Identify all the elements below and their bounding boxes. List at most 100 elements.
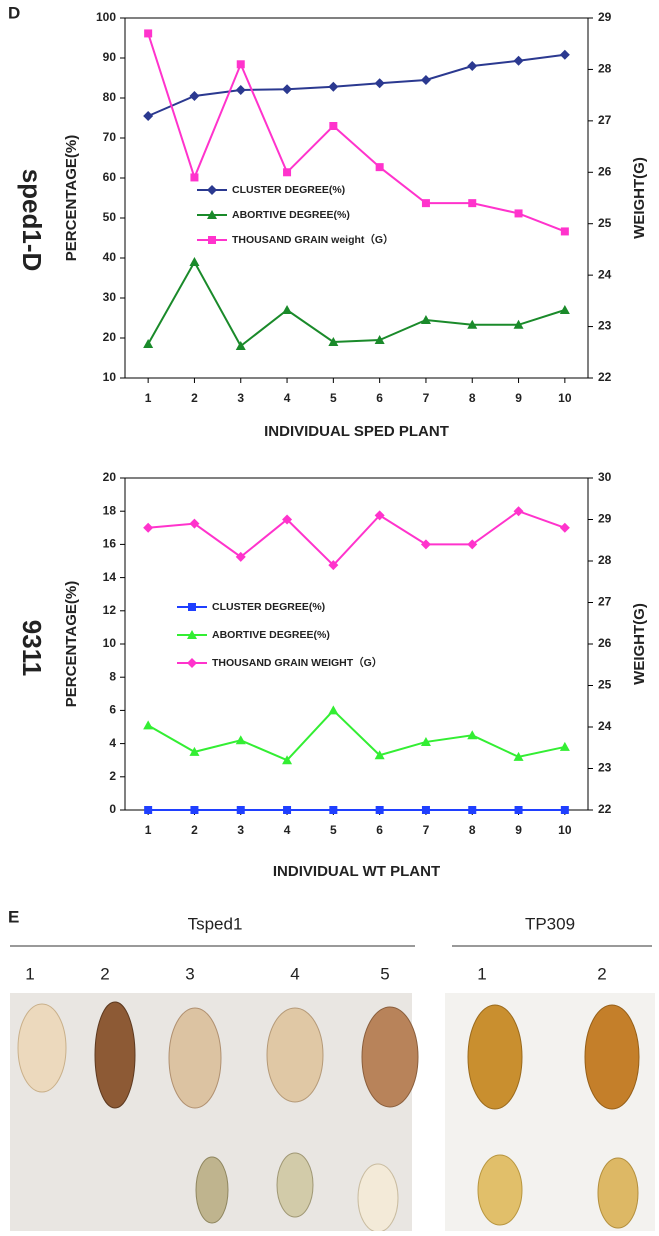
data-point: [559, 522, 570, 533]
item-label: 1: [25, 964, 34, 983]
y-tick-label: 12: [103, 603, 117, 617]
item-label: 3: [185, 964, 194, 983]
item-label: 5: [380, 964, 389, 983]
legend-marker: [208, 236, 216, 244]
legend-label: CLUSTER DEGREE(%): [212, 601, 325, 613]
plot-frame: [124, 17, 589, 379]
y-tick-label: 0: [109, 802, 116, 816]
data-point: [329, 122, 338, 130]
data-point: [513, 751, 524, 761]
data-point: [328, 560, 339, 571]
series-line: [147, 259, 566, 348]
data-point: [143, 522, 154, 533]
data-point: [144, 806, 153, 814]
data-point: [467, 539, 478, 550]
data-point: [513, 55, 524, 66]
y2-tick-label: 22: [598, 802, 612, 816]
data-point: [282, 305, 293, 314]
data-point: [559, 741, 570, 751]
panel-label: E: [8, 907, 19, 926]
y-tick-label: 20: [103, 470, 117, 484]
y2-tick-label: 28: [598, 553, 612, 567]
y-tick-label: 80: [103, 90, 117, 104]
x-tick-label: 8: [469, 391, 476, 405]
legend-label: ABORTIVE DEGREE(%): [212, 629, 330, 641]
data-point: [513, 319, 524, 329]
y2-tick-label: 25: [598, 216, 612, 230]
y-tick-label: 50: [103, 210, 117, 224]
side-label: sped1-D: [17, 169, 47, 272]
y2-tick-label: 26: [598, 164, 612, 178]
data-point: [375, 806, 384, 814]
y-tick-label: 10: [103, 636, 117, 650]
item-label: 2: [100, 964, 109, 983]
data-point: [235, 341, 246, 350]
x-axis-title: INDIVIDUAL WT PLANT: [273, 863, 440, 880]
data-point: [420, 315, 431, 324]
data-point: [189, 746, 200, 756]
legend-marker: [187, 630, 197, 639]
legend-marker: [207, 185, 217, 195]
y2-axis-title: WEIGHT(G): [631, 603, 648, 685]
data-point: [282, 755, 293, 765]
legend-label: ABORTIVE DEGREE(%): [232, 209, 350, 221]
photo-right: [445, 993, 655, 1231]
data-point: [375, 163, 384, 172]
data-point: [421, 199, 430, 208]
data-point: [189, 91, 200, 101]
x-tick-label: 5: [330, 823, 337, 837]
y2-axis-title: WEIGHT(G): [631, 157, 648, 239]
x-tick-label: 1: [145, 823, 152, 837]
data-point: [328, 81, 339, 92]
data-point: [143, 720, 154, 730]
legend-label: THOUSAND GRAIN weight（G）: [232, 233, 394, 246]
y-tick-label: 2: [109, 769, 116, 783]
x-tick-label: 7: [423, 823, 430, 837]
x-tick-label: 7: [423, 391, 430, 405]
x-tick-label: 3: [237, 823, 244, 837]
x-tick-label: 1: [145, 391, 152, 405]
y2-tick-label: 29: [598, 512, 612, 526]
photo-left: [10, 993, 419, 1233]
data-point: [374, 78, 385, 89]
series-line: [147, 53, 565, 117]
data-point: [236, 806, 245, 814]
data-point: [190, 173, 199, 182]
data-point: [468, 806, 477, 814]
y-axis-title: PERCENTAGE(%): [63, 135, 80, 261]
x-tick-label: 9: [515, 391, 522, 405]
data-point: [420, 539, 431, 550]
data-point: [559, 49, 570, 60]
x-tick-label: 3: [237, 391, 244, 405]
data-point: [514, 209, 523, 218]
y-tick-label: 40: [103, 250, 117, 264]
data-point: [282, 84, 293, 95]
y2-tick-label: 23: [598, 319, 612, 333]
legend-label: CLUSTER DEGREE(%): [232, 184, 345, 196]
data-point: [143, 111, 154, 121]
data-point: [420, 736, 431, 746]
y2-tick-label: 30: [598, 470, 612, 484]
data-point: [468, 199, 477, 208]
data-point: [283, 168, 292, 177]
data-point: [189, 518, 200, 529]
x-tick-label: 4: [284, 391, 291, 405]
y-tick-label: 20: [103, 330, 117, 344]
y2-tick-label: 22: [598, 370, 612, 384]
data-point: [560, 227, 569, 236]
legend-marker: [207, 210, 217, 219]
data-point: [374, 335, 385, 344]
y2-tick-label: 23: [598, 761, 612, 775]
series-line: [147, 33, 566, 233]
x-tick-label: 8: [469, 823, 476, 837]
data-point: [328, 337, 339, 346]
y-tick-label: 6: [109, 703, 116, 717]
data-point: [329, 806, 338, 814]
item-label: 4: [290, 964, 299, 983]
data-point: [374, 750, 385, 760]
data-point: [283, 806, 292, 814]
y-tick-label: 90: [103, 50, 117, 64]
data-point: [421, 806, 430, 814]
data-point: [420, 75, 431, 85]
x-tick-label: 10: [558, 391, 572, 405]
